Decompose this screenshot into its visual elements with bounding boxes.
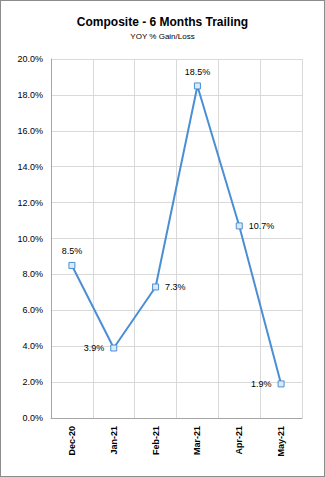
svg-text:8.0%: 8.0% — [22, 269, 43, 279]
svg-text:3.9%: 3.9% — [84, 343, 105, 353]
svg-text:Jan-21: Jan-21 — [109, 426, 119, 455]
svg-text:18.0%: 18.0% — [17, 90, 43, 100]
svg-text:14.0%: 14.0% — [17, 162, 43, 172]
svg-text:Dec-20: Dec-20 — [67, 426, 77, 456]
svg-text:7.3%: 7.3% — [165, 282, 186, 292]
svg-text:10.7%: 10.7% — [249, 221, 275, 231]
svg-text:16.0%: 16.0% — [17, 126, 43, 136]
svg-text:0.0%: 0.0% — [22, 413, 43, 423]
svg-text:Composite - 6 Months Trailing: Composite - 6 Months Trailing — [77, 15, 248, 29]
svg-text:8.5%: 8.5% — [62, 246, 83, 256]
svg-text:Mar-21: Mar-21 — [192, 426, 202, 455]
svg-text:2.0%: 2.0% — [22, 377, 43, 387]
svg-text:May-21: May-21 — [276, 426, 286, 457]
svg-text:12.0%: 12.0% — [17, 198, 43, 208]
svg-text:10.0%: 10.0% — [17, 234, 43, 244]
svg-text:18.5%: 18.5% — [185, 67, 211, 77]
svg-text:1.9%: 1.9% — [251, 379, 272, 389]
svg-text:20.0%: 20.0% — [17, 54, 43, 64]
svg-text:4.0%: 4.0% — [22, 341, 43, 351]
svg-text:Feb-21: Feb-21 — [151, 426, 161, 455]
svg-text:Apr-21: Apr-21 — [234, 426, 244, 455]
svg-text:YOY % Gain/Loss: YOY % Gain/Loss — [130, 32, 194, 41]
svg-text:6.0%: 6.0% — [22, 305, 43, 315]
